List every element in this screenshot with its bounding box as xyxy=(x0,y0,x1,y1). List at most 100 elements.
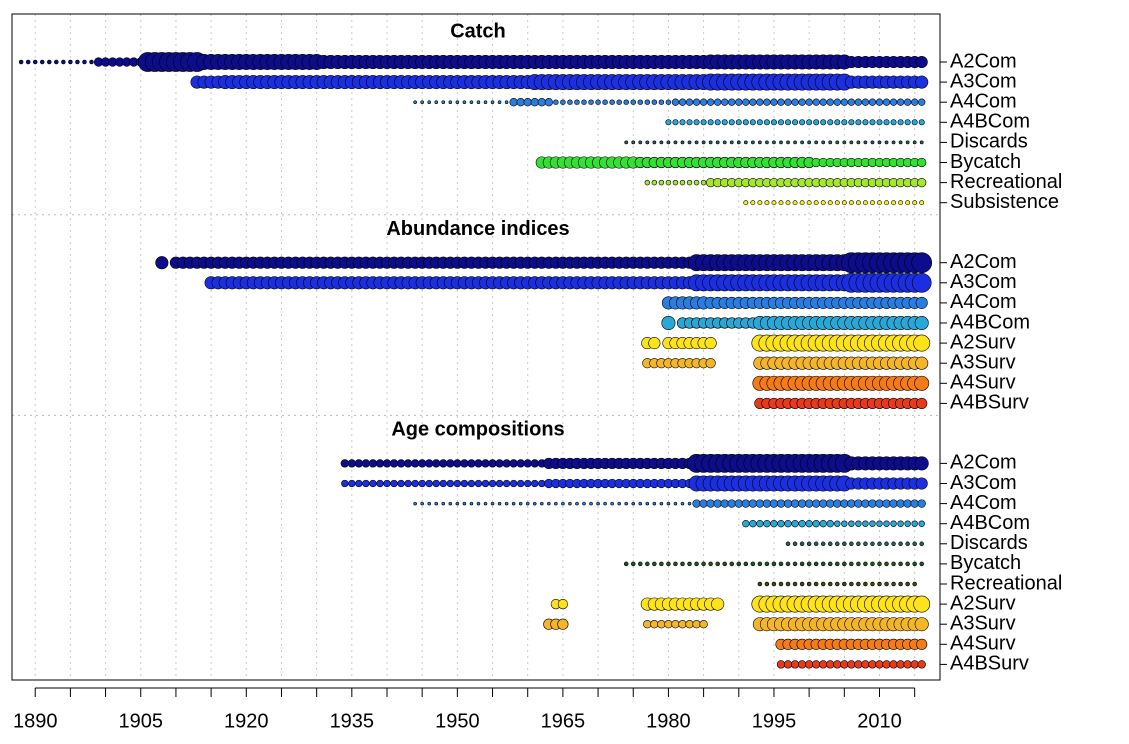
data-point xyxy=(911,252,933,274)
data-point xyxy=(917,660,926,669)
data-point xyxy=(469,100,474,104)
data-point xyxy=(729,561,734,567)
data-point xyxy=(756,119,763,126)
data-point xyxy=(764,581,770,587)
row-label: A3Com xyxy=(950,472,1017,494)
data-point xyxy=(623,99,629,105)
data-point xyxy=(375,459,385,468)
data-point xyxy=(870,200,875,206)
data-point xyxy=(770,98,778,106)
data-point xyxy=(692,499,701,508)
data-point xyxy=(624,140,629,145)
data-point xyxy=(547,501,551,506)
data-point xyxy=(354,459,364,468)
row-label: A2Com xyxy=(950,251,1017,273)
data-point xyxy=(889,499,898,508)
data-point xyxy=(685,98,694,106)
data-point xyxy=(368,459,378,468)
data-point xyxy=(835,140,840,145)
data-point xyxy=(804,660,814,669)
data-point xyxy=(826,98,834,106)
data-point xyxy=(812,520,820,528)
row-label: A4Surv xyxy=(950,372,1016,394)
data-point xyxy=(517,479,525,488)
data-point xyxy=(863,140,868,145)
data-point xyxy=(779,140,783,145)
data-point xyxy=(47,59,52,65)
data-point xyxy=(616,99,622,105)
data-point xyxy=(742,520,750,528)
data-point xyxy=(397,479,405,488)
data-point xyxy=(673,140,678,145)
data-point xyxy=(434,501,439,506)
data-point xyxy=(348,479,356,488)
data-point xyxy=(875,499,884,508)
data-point xyxy=(833,499,842,508)
data-point xyxy=(877,561,882,567)
data-point xyxy=(827,541,833,547)
row-label: A3Com xyxy=(950,271,1017,293)
data-point xyxy=(919,561,924,567)
data-point xyxy=(411,479,419,488)
data-point xyxy=(889,660,898,669)
data-point xyxy=(805,520,813,528)
data-point xyxy=(755,499,765,508)
row-label: Recreational xyxy=(950,572,1062,594)
data-point xyxy=(905,140,910,145)
data-point xyxy=(756,98,764,106)
data-point xyxy=(813,561,819,567)
data-point xyxy=(389,459,399,468)
data-point xyxy=(792,561,798,567)
data-point xyxy=(855,520,862,527)
data-point xyxy=(420,501,424,506)
data-point xyxy=(918,119,925,126)
x-tick-label: 1965 xyxy=(541,710,586,732)
group-title: Catch xyxy=(450,20,506,42)
data-point xyxy=(155,256,169,270)
data-point xyxy=(912,561,917,567)
data-point xyxy=(771,561,777,567)
data-point xyxy=(841,200,847,206)
data-point xyxy=(868,499,877,508)
data-point xyxy=(720,499,729,508)
data-point xyxy=(554,501,558,506)
data-point xyxy=(828,140,833,145)
data-point xyxy=(553,99,559,105)
data-point xyxy=(652,501,657,506)
data-point xyxy=(797,499,807,508)
data-point xyxy=(896,98,905,106)
data-point xyxy=(765,140,769,145)
row-label: A3Com xyxy=(950,70,1017,92)
data-point xyxy=(707,119,714,126)
data-point xyxy=(884,561,889,567)
data-point xyxy=(917,499,926,508)
data-point xyxy=(678,620,687,629)
data-point xyxy=(875,660,884,669)
data-point xyxy=(749,119,756,126)
data-point xyxy=(567,99,573,105)
data-point xyxy=(722,140,727,145)
data-point xyxy=(897,119,904,126)
data-point xyxy=(814,140,819,145)
data-point xyxy=(657,620,666,629)
data-point xyxy=(741,499,750,508)
data-point xyxy=(834,119,841,126)
data-point xyxy=(736,140,741,145)
data-point xyxy=(812,98,820,106)
data-point xyxy=(849,541,854,547)
data-point xyxy=(557,598,568,610)
data-point xyxy=(891,541,896,547)
data-point xyxy=(854,98,863,106)
data-point xyxy=(777,520,785,528)
data-point xyxy=(390,479,398,488)
data-point xyxy=(705,358,716,369)
data-point xyxy=(919,541,924,547)
data-point xyxy=(32,59,38,65)
data-point xyxy=(784,98,792,106)
data-point xyxy=(651,99,658,105)
row-label: A3Surv xyxy=(950,612,1016,634)
data-point xyxy=(75,59,80,65)
data-point xyxy=(763,119,770,126)
data-point xyxy=(659,140,664,145)
data-point xyxy=(772,140,776,145)
